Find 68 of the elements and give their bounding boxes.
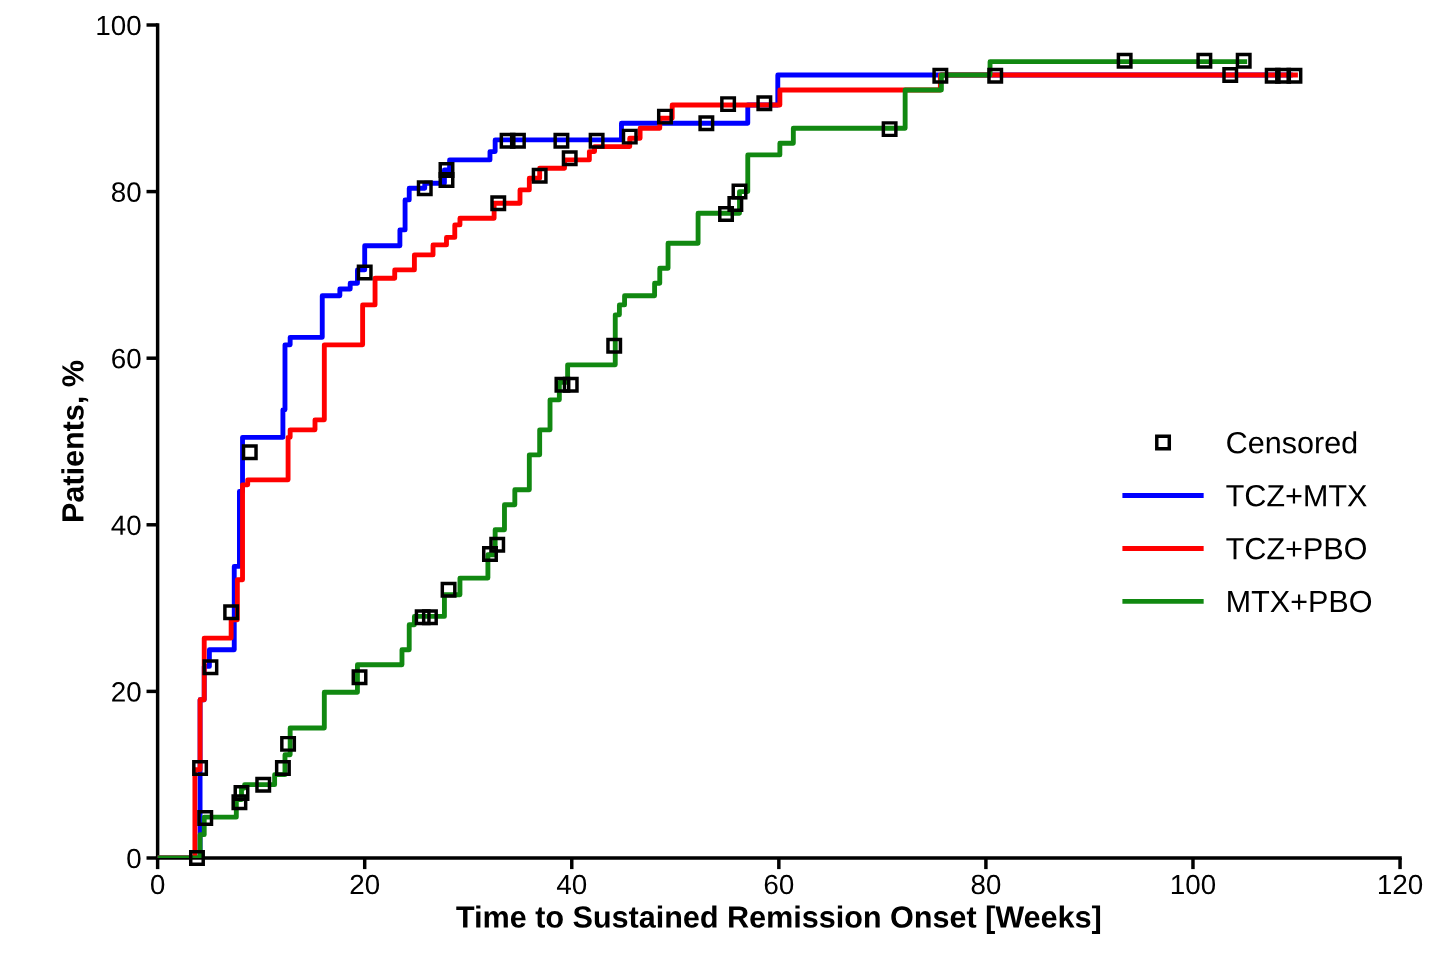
point: [192, 760, 209, 777]
point: [414, 609, 431, 626]
point: [490, 195, 507, 212]
x-axis-title: Time to Sustained Remission Onset [Weeks]: [456, 905, 1101, 934]
point: [188, 850, 205, 866]
point: [932, 67, 949, 84]
point: [416, 180, 433, 197]
point: [698, 115, 715, 132]
point: [554, 376, 571, 393]
x-tick-label: 100: [1171, 874, 1216, 895]
point: [720, 96, 737, 113]
point: [202, 659, 219, 676]
point: [1275, 67, 1292, 84]
point: [499, 132, 516, 149]
point: [1235, 52, 1252, 69]
point: [438, 161, 455, 178]
point: [1264, 67, 1281, 84]
point: [280, 735, 297, 752]
y-tick-label: 40: [111, 515, 141, 536]
point: [1196, 52, 1213, 69]
x-tick-label: 60: [764, 874, 794, 895]
point: [553, 132, 570, 149]
point: [1116, 52, 1133, 69]
legend-label: TCZ+PBO: [1226, 537, 1366, 560]
x-tick-label: 120: [1378, 874, 1423, 895]
point: [489, 536, 506, 553]
point: [561, 150, 578, 167]
point: [987, 67, 1004, 84]
point: [223, 604, 240, 621]
legend-label: MTX+PBO: [1228, 590, 1372, 613]
point: [606, 337, 623, 354]
point: [438, 171, 455, 188]
point: [509, 132, 526, 149]
point: [1222, 66, 1239, 83]
y-axis-title: Patients, %: [61, 360, 89, 521]
point: [718, 206, 735, 223]
point: [356, 264, 373, 281]
point: [421, 609, 438, 626]
point: [241, 444, 258, 461]
y-tick-label: 60: [112, 348, 141, 369]
legend-label: TCZ+MTX: [1226, 484, 1367, 507]
point: [727, 196, 744, 213]
x-tick-label: 40: [556, 874, 587, 895]
point: [1286, 67, 1303, 84]
y-tick-label: 80: [111, 182, 141, 202]
y-tick-label: 20: [112, 682, 141, 702]
point: [255, 776, 272, 793]
point: [881, 121, 898, 138]
point: [731, 183, 748, 200]
point: [621, 128, 638, 145]
point: [588, 132, 605, 149]
point: [233, 785, 250, 802]
x-tick-label: 20: [350, 874, 380, 895]
point: [656, 108, 673, 125]
point: [197, 810, 214, 826]
x-tick-label: 80: [971, 874, 1001, 895]
x-tick-label: 0: [150, 874, 165, 895]
point: [562, 376, 579, 393]
point: [351, 669, 368, 686]
legend-label: Censored: [1227, 431, 1357, 454]
point: [756, 95, 773, 112]
point: [440, 581, 457, 598]
point: [274, 760, 291, 777]
y-tick-label: 100: [97, 15, 141, 36]
point: [531, 167, 548, 184]
y-tick-label: 0: [127, 848, 141, 869]
point: [231, 794, 248, 811]
point: [481, 545, 498, 562]
